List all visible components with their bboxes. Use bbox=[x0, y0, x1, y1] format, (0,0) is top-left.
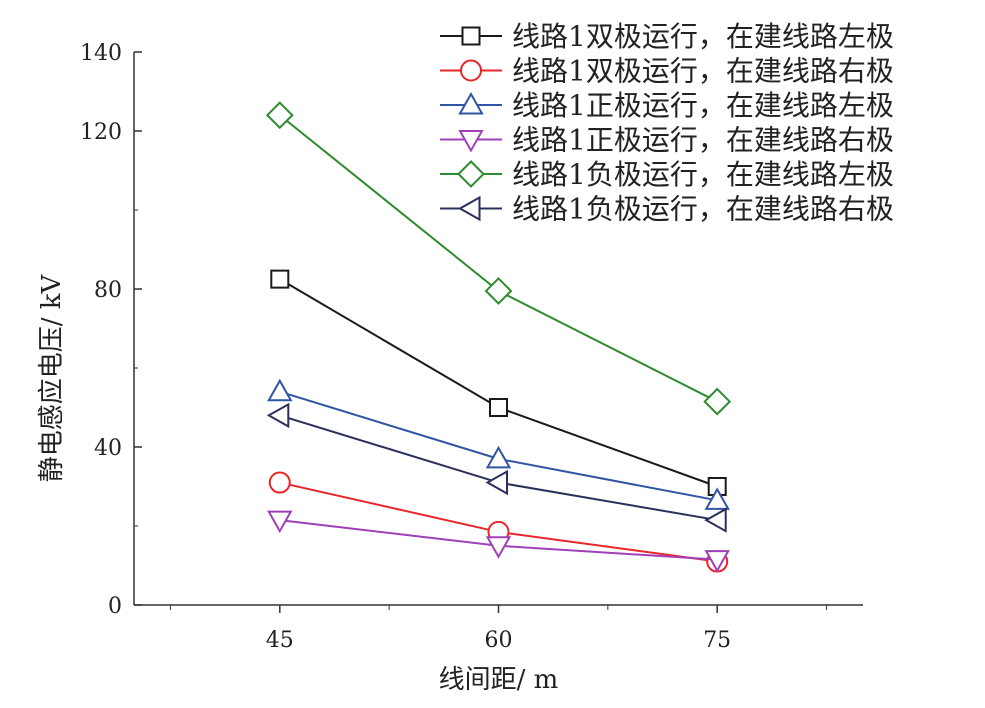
y-tick-label: 140 bbox=[80, 41, 122, 66]
data-point bbox=[270, 269, 290, 289]
y-tick-label: 120 bbox=[80, 120, 122, 145]
axes: 0 40 80 120 140 45 60 75 bbox=[80, 41, 863, 653]
series-6 bbox=[266, 402, 727, 533]
legend-item: 线路1负极运行，在建线路左极 bbox=[440, 158, 894, 191]
data-point bbox=[267, 378, 293, 402]
legend-label: 线路1双极运行，在建线路右极 bbox=[512, 55, 894, 88]
data-point bbox=[265, 101, 294, 130]
legend-marker bbox=[458, 130, 484, 153]
data-point bbox=[485, 445, 512, 469]
data-point bbox=[703, 387, 732, 416]
legend-marker bbox=[460, 59, 482, 82]
data-point bbox=[485, 469, 508, 496]
series-5 bbox=[265, 101, 732, 416]
y-tick-label: 0 bbox=[108, 594, 122, 619]
y-tick-label: 40 bbox=[94, 436, 122, 461]
legend-marker bbox=[461, 26, 481, 46]
data-point bbox=[484, 277, 513, 305]
data-point bbox=[489, 398, 508, 417]
series-1 bbox=[270, 269, 727, 496]
legend-marker bbox=[457, 160, 485, 188]
data-point bbox=[485, 536, 512, 559]
y-axis-title: 静电感应电压/ kV bbox=[37, 274, 67, 483]
x-axis-title: 线间距/ m bbox=[439, 665, 559, 695]
series-4 bbox=[267, 510, 730, 573]
x-tick-label: 45 bbox=[266, 628, 294, 653]
data-point bbox=[704, 487, 730, 510]
y-tick-label: 80 bbox=[94, 278, 122, 303]
legend: 线路1双极运行，在建线路左极线路1双极运行，在建线路右极线路1正极运行，在建线路… bbox=[440, 20, 894, 226]
series-3 bbox=[267, 378, 730, 510]
legend-label: 线路1双极运行，在建线路左极 bbox=[512, 20, 894, 53]
data-point bbox=[704, 550, 730, 573]
x-tick-label: 75 bbox=[703, 628, 731, 653]
legend-item: 线路1双极运行，在建线路右极 bbox=[440, 55, 894, 88]
data-point bbox=[267, 510, 293, 534]
legend-label: 线路1正极运行，在建线路右极 bbox=[512, 124, 894, 157]
legend-label: 线路1正极运行，在建线路左极 bbox=[512, 89, 894, 122]
series-group bbox=[265, 101, 732, 573]
legend-marker bbox=[457, 195, 481, 222]
legend-item: 线路1正极运行，在建线路右极 bbox=[440, 124, 894, 157]
legend-item: 线路1正极运行，在建线路左极 bbox=[440, 89, 894, 122]
legend-label: 线路1负极运行，在建线路左极 bbox=[512, 158, 894, 191]
legend-label: 线路1负极运行，在建线路右极 bbox=[512, 193, 894, 226]
data-point bbox=[268, 471, 291, 494]
data-point bbox=[266, 402, 290, 429]
legend-marker bbox=[458, 91, 484, 115]
x-tick-label: 60 bbox=[485, 628, 513, 653]
data-point bbox=[704, 507, 727, 533]
legend-item: 线路1双极运行，在建线路左极 bbox=[440, 20, 894, 53]
legend-item: 线路1负极运行，在建线路右极 bbox=[440, 193, 894, 226]
